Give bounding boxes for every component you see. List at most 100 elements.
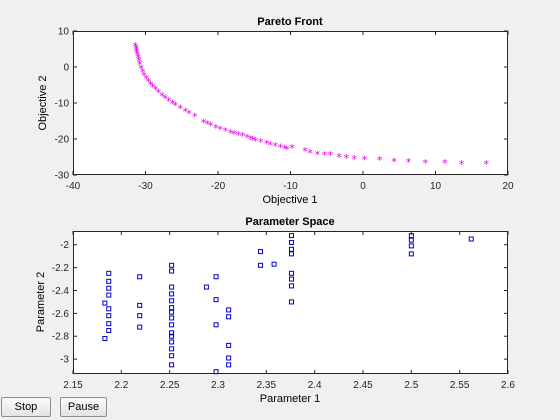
data-point: * bbox=[264, 138, 270, 151]
data-point: * bbox=[178, 102, 184, 115]
data-point bbox=[106, 306, 112, 312]
data-point bbox=[408, 237, 414, 243]
data-point: * bbox=[273, 140, 279, 153]
pareto-front-axes: Pareto Front Objective 1 Objective 2 ***… bbox=[37, 16, 514, 206]
data-point: * bbox=[223, 125, 229, 138]
x-tick-label: 2.45 bbox=[353, 380, 373, 391]
data-point: * bbox=[140, 66, 146, 79]
parameter-space-ylabel: Parameter 2 bbox=[35, 272, 47, 333]
data-point: * bbox=[344, 152, 350, 165]
pareto-front-plot-area bbox=[73, 31, 508, 175]
y-tick-label: 0 bbox=[63, 63, 69, 74]
data-point bbox=[137, 313, 143, 319]
data-point: * bbox=[406, 156, 412, 169]
pareto-front-ylabel: Objective 2 bbox=[37, 75, 49, 130]
data-point bbox=[288, 270, 294, 276]
data-point: * bbox=[352, 153, 358, 166]
data-point bbox=[288, 283, 294, 289]
data-point: * bbox=[253, 135, 259, 148]
parameter-space-axes: Parameter Space Parameter 1 Parameter 2 … bbox=[35, 216, 515, 405]
x-tick-label: 2.25 bbox=[160, 380, 180, 391]
parameter-space-title: Parameter Space bbox=[245, 216, 334, 228]
data-point: * bbox=[248, 133, 254, 146]
x-tick-label: -30 bbox=[138, 181, 153, 192]
x-tick-label: -40 bbox=[66, 181, 81, 192]
data-point bbox=[288, 251, 294, 257]
y-tick-label: -10 bbox=[55, 99, 70, 110]
data-point: * bbox=[231, 128, 237, 141]
data-point: * bbox=[328, 149, 334, 162]
stop-button[interactable]: Stop bbox=[1, 397, 51, 417]
data-point bbox=[169, 322, 175, 328]
data-point: * bbox=[307, 147, 313, 160]
x-tick-label: 2.3 bbox=[211, 380, 225, 391]
data-point: * bbox=[442, 157, 448, 170]
data-point bbox=[468, 236, 474, 242]
data-point: * bbox=[148, 78, 154, 91]
data-point: * bbox=[186, 107, 192, 120]
data-point: * bbox=[134, 44, 140, 57]
parameter-space-axes-box bbox=[73, 231, 508, 374]
x-tick-label: 2.2 bbox=[114, 380, 128, 391]
pareto-front-title: Pareto Front bbox=[257, 16, 323, 28]
data-point: * bbox=[135, 49, 141, 62]
data-point: * bbox=[156, 87, 162, 100]
data-point: * bbox=[377, 154, 383, 167]
data-point: * bbox=[244, 132, 250, 145]
data-point bbox=[169, 353, 175, 359]
data-point: * bbox=[141, 69, 147, 82]
data-point: * bbox=[250, 134, 256, 147]
x-tick-label: 2.35 bbox=[257, 380, 277, 391]
data-point bbox=[288, 246, 294, 252]
data-point: * bbox=[138, 62, 144, 75]
data-point bbox=[169, 298, 175, 304]
data-point bbox=[106, 292, 112, 298]
data-point bbox=[102, 300, 108, 306]
x-tick-label: 0 bbox=[360, 181, 366, 192]
data-point bbox=[106, 321, 112, 327]
data-point bbox=[169, 291, 175, 297]
data-point bbox=[106, 285, 112, 291]
x-tick-label: 10 bbox=[430, 181, 442, 192]
x-tick-label: -20 bbox=[211, 181, 226, 192]
y-tick-label: -20 bbox=[55, 135, 70, 146]
data-point: * bbox=[159, 90, 165, 103]
data-point: * bbox=[166, 95, 172, 108]
data-point bbox=[106, 278, 112, 284]
data-point bbox=[288, 299, 294, 305]
data-point: * bbox=[278, 142, 284, 155]
data-point: * bbox=[143, 73, 149, 86]
data-point bbox=[169, 330, 175, 336]
data-point: * bbox=[240, 130, 246, 143]
y-tick-label: -2.4 bbox=[52, 286, 70, 297]
data-point: * bbox=[315, 148, 321, 161]
x-tick-label: 2.15 bbox=[63, 380, 83, 391]
y-tick-label: -2.6 bbox=[52, 309, 70, 320]
data-point: * bbox=[302, 145, 308, 158]
data-point bbox=[169, 305, 175, 311]
data-point bbox=[226, 307, 232, 313]
data-point: * bbox=[267, 139, 273, 152]
data-point: * bbox=[208, 120, 214, 133]
data-point: * bbox=[423, 157, 429, 170]
y-tick-label: -2.8 bbox=[52, 332, 70, 343]
pause-button[interactable]: Pause bbox=[60, 397, 107, 417]
data-point bbox=[226, 314, 232, 320]
data-point bbox=[271, 261, 277, 267]
data-point bbox=[169, 262, 175, 268]
data-point bbox=[226, 342, 232, 348]
data-point: * bbox=[153, 84, 159, 97]
data-point: * bbox=[289, 142, 295, 155]
data-point bbox=[213, 322, 219, 328]
pareto-front-markers: ********************** * ** * *** ** * ********… bbox=[133, 40, 490, 171]
x-tick-label: 2.4 bbox=[308, 380, 322, 391]
data-point bbox=[288, 276, 294, 282]
data-point bbox=[408, 251, 414, 257]
data-point bbox=[169, 309, 175, 315]
y-tick-label: -2.2 bbox=[52, 263, 70, 274]
x-tick-label: 20 bbox=[502, 181, 514, 192]
parameter-space-plot-area bbox=[73, 231, 508, 374]
x-tick-label: -10 bbox=[283, 181, 298, 192]
data-point: * bbox=[146, 75, 152, 88]
